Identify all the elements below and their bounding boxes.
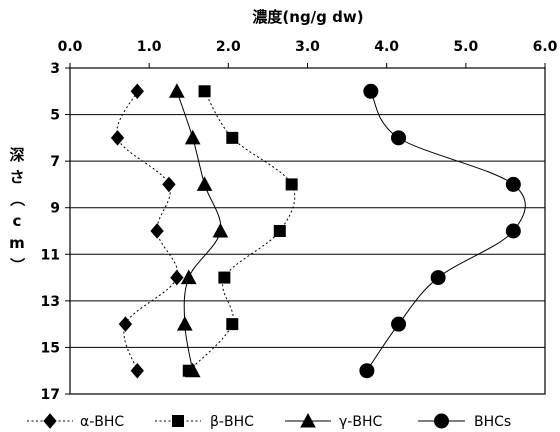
- legend-marker: [172, 415, 184, 427]
- legend-label: BHCs: [474, 414, 511, 430]
- y-axis-title: 深さ （ cm ）: [8, 146, 26, 273]
- plot-frame: [69, 67, 546, 395]
- y-tick-label: 3: [50, 61, 60, 77]
- data-point: [180, 269, 197, 285]
- grid-lines: [70, 114, 545, 348]
- legend-entry: BHCs: [418, 413, 511, 430]
- data-point: [430, 270, 446, 286]
- x-tick-label: 3.0: [295, 39, 320, 55]
- series-bhc: [169, 83, 229, 378]
- legend-marker: [434, 413, 449, 429]
- data-point: [391, 130, 407, 146]
- legend-marker: [300, 412, 316, 428]
- series-bhc: [182, 85, 298, 377]
- series-line: [366, 91, 526, 371]
- y-tick-labels: 3 5 7 9 11 13 15 17: [41, 61, 70, 403]
- y-tick-label: 9: [50, 201, 60, 217]
- y-axis-title-char: さ: [9, 168, 24, 186]
- legend-marker: [43, 413, 57, 429]
- data-point: [505, 176, 521, 192]
- y-axis-title-char: c: [13, 212, 22, 230]
- data-point: [130, 362, 144, 379]
- data-point: [130, 83, 144, 100]
- data-point: [391, 316, 407, 332]
- data-point: [176, 316, 193, 331]
- data-point: [150, 223, 164, 239]
- data-point: [162, 176, 176, 193]
- x-tick-label: 1.0: [137, 39, 162, 55]
- series-bhc: [110, 83, 184, 379]
- y-tick-label: 15: [41, 340, 60, 356]
- data-point: [212, 222, 229, 238]
- y-axis-title-char: m: [9, 234, 25, 252]
- data-point: [226, 131, 239, 144]
- legend-label: γ-BHC: [339, 414, 382, 430]
- x-tick-labels: 0.0 1.0 2.0 3.0 4.0 5.0 6.0: [58, 39, 558, 68]
- data-point: [196, 176, 213, 191]
- data-point: [198, 85, 211, 98]
- y-tick-label: 5: [50, 108, 60, 124]
- x-tick-label: 4.0: [374, 39, 399, 55]
- x-tick-label: 6.0: [533, 39, 558, 55]
- x-tick-label: 0.0: [58, 39, 83, 55]
- x-axis-title: 濃度(ng/g dw): [252, 8, 363, 26]
- data-point: [363, 83, 379, 99]
- data-point: [184, 362, 201, 378]
- y-axis-title-char: ）: [8, 257, 26, 272]
- data-point: [184, 129, 201, 145]
- y-tick-label: 7: [50, 154, 60, 170]
- legend-entry: γ-BHC: [285, 412, 382, 430]
- legend-label: α-BHC: [80, 414, 124, 430]
- y-tick-label: 17: [41, 387, 60, 403]
- x-tick-label: 5.0: [453, 39, 478, 55]
- data-point: [110, 130, 125, 146]
- data-point: [170, 269, 184, 286]
- series-bhcs: [359, 83, 526, 379]
- data-point: [218, 271, 231, 284]
- data-point: [118, 316, 133, 332]
- data-point: [226, 318, 239, 331]
- data-point: [169, 83, 185, 98]
- legend-label: β-BHC: [210, 414, 254, 430]
- data-point: [285, 178, 298, 191]
- data-point: [273, 225, 286, 237]
- legend: α-BHC β-BHC γ-BHC BHCs: [27, 412, 511, 430]
- legend-entry: α-BHC: [27, 413, 124, 430]
- y-axis-title-char: （: [8, 191, 26, 206]
- y-tick-label: 13: [41, 294, 60, 310]
- y-tick-label: 11: [41, 247, 60, 263]
- data-point: [505, 223, 521, 239]
- x-tick-label: 2.0: [216, 39, 241, 55]
- series-layer: [110, 83, 526, 379]
- data-point: [359, 363, 375, 379]
- y-axis-title-char: 深: [9, 146, 24, 164]
- legend-entry: β-BHC: [155, 414, 254, 430]
